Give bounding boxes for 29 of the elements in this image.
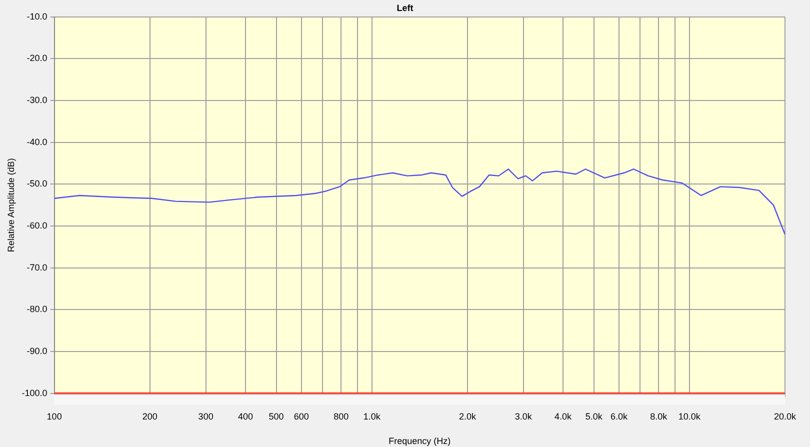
x-tick-label: 600 [294,411,309,422]
x-tick-label: 300 [198,411,214,422]
y-tick-label: -80.0 [26,304,48,314]
x-tick-label: 8.0k [650,411,668,422]
x-tick-label: 800 [334,411,349,422]
y-tick-label: -60.0 [26,220,48,231]
x-tick-label: 20.0k [774,411,796,422]
x-tick-label: 200 [142,411,158,422]
x-tick-label: 3.0k [514,411,532,422]
x-tick-label: 5.0k [585,411,603,422]
y-tick-label: -100.0 [22,388,48,398]
y-tick-label: -10.0 [26,11,48,22]
y-tick-label: -50.0 [26,178,48,189]
y-tick-label: -30.0 [26,94,48,105]
x-tick-label: 6.0k [610,411,628,422]
x-tick-label: 500 [268,411,284,422]
chart-title: Left [396,2,414,13]
y-tick-label: -90.0 [26,346,48,356]
y-tick-label: -20.0 [26,53,48,64]
x-tick-label: 10.0k [678,411,701,422]
y-axis-title: Relative Amplitude (dB) [6,158,16,252]
x-axis-title: Frequency (Hz) [388,436,451,446]
x-tick-label: 4.0k [554,411,572,422]
y-tick-label: -70.0 [26,262,48,272]
y-tick-label: -40.0 [26,136,48,147]
x-tick-label: 400 [238,411,254,422]
x-tick-label: 2.0k [458,411,476,422]
x-tick-label: 1.0k [363,411,381,422]
x-tick-label: 100 [46,411,62,422]
